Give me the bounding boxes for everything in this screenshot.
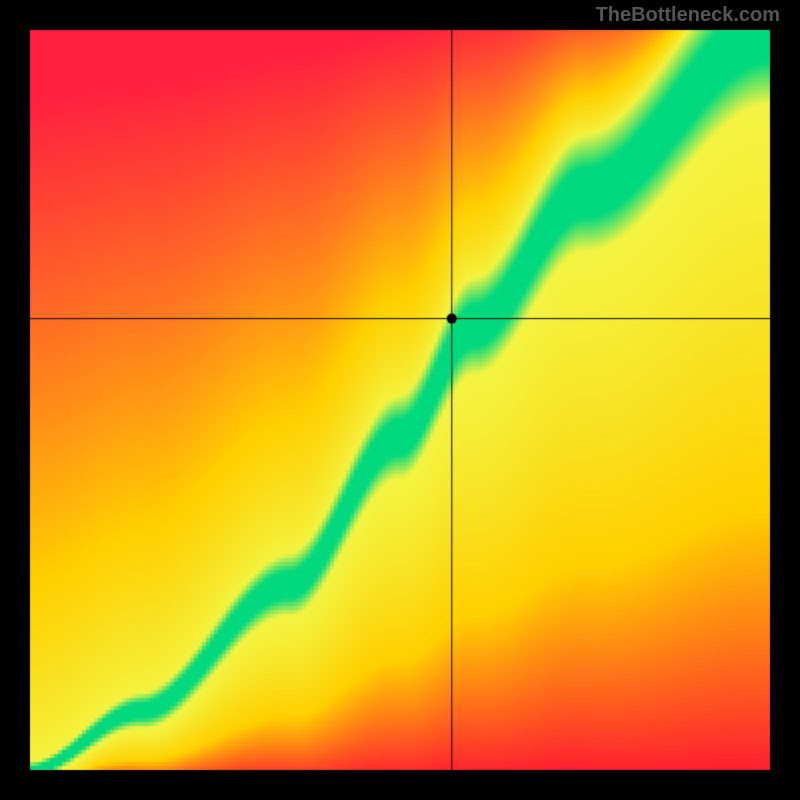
watermark-text: TheBottleneck.com — [596, 4, 780, 27]
chart-container: TheBottleneck.com — [0, 0, 800, 800]
heatmap-canvas — [0, 0, 800, 800]
